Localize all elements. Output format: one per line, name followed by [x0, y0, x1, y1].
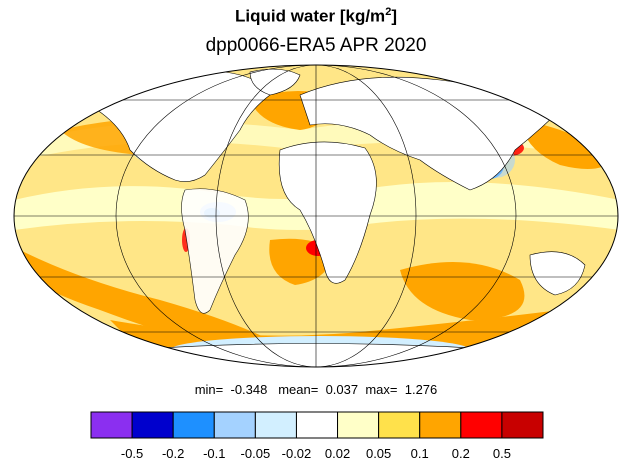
globe-outline — [13, 64, 619, 368]
colorbar-swatch — [131, 411, 174, 439]
title-end: ] — [391, 6, 397, 26]
map-subtitle: dpp0066-ERA5 APR 2020 — [205, 35, 427, 56]
map-fields — [14, 65, 618, 367]
colorbar-swatch — [501, 411, 544, 439]
colorbar-swatch — [295, 411, 339, 439]
mean-label: mean= — [278, 382, 319, 397]
land-africa — [278, 141, 377, 284]
field-orange-indian — [400, 262, 525, 320]
colorbar-swatch — [254, 411, 297, 439]
colorbar-label: 0.05 — [365, 446, 392, 461]
stats-line: min= -0.348 mean= 0.037 max= 1.276 — [0, 382, 632, 397]
colorbar-swatch — [172, 411, 215, 439]
colorbar-swatch — [419, 411, 462, 439]
colorbar-swatch — [213, 411, 256, 439]
land-australia — [529, 251, 586, 296]
colorbar-label: -0.5 — [120, 446, 144, 461]
colorbar-label: 0.2 — [451, 446, 470, 461]
max-label: max= — [365, 382, 398, 397]
land-antarctica — [68, 343, 562, 367]
min-value: -0.348 — [230, 382, 268, 397]
graticule — [14, 65, 618, 367]
colorbar-label: -0.02 — [281, 446, 312, 461]
colorbar-swatch — [378, 411, 421, 439]
field-orange-east-pacific — [520, 120, 612, 169]
title-text: Liquid water [kg/m — [235, 6, 386, 26]
land-eurasia — [299, 76, 561, 191]
mean-value: 0.037 — [325, 382, 359, 397]
title-superscript: 2 — [385, 6, 392, 18]
map-title: Liquid water [kg/m2] — [0, 6, 632, 27]
colorbar-swatch — [90, 411, 133, 439]
colorbar-label: 0.5 — [492, 446, 511, 461]
colorbar — [90, 411, 544, 439]
min-label: min= — [194, 382, 224, 397]
colorbar-swatch — [460, 411, 503, 439]
colorbar-label: -0.2 — [161, 446, 185, 461]
field-orange-pacific-south — [18, 250, 270, 360]
colorbar-label: 0.1 — [410, 446, 429, 461]
max-value: 1.276 — [404, 382, 438, 397]
colorbar-label: -0.1 — [203, 446, 226, 461]
colorbar-label: -0.05 — [240, 446, 271, 461]
colorbar-swatch — [337, 411, 380, 439]
colorbar-label: 0.02 — [324, 446, 351, 461]
land-south-america — [181, 188, 249, 314]
